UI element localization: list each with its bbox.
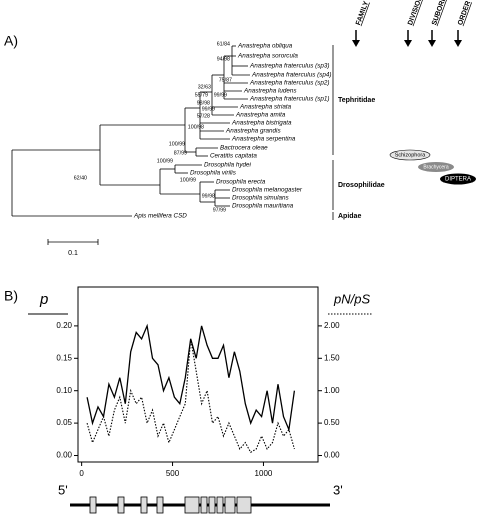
rank-header: SUBORDER <box>431 0 451 26</box>
y-tick-label: 0.10 <box>56 386 72 395</box>
taxon-label: Anastrepha fraterculus (sp2) <box>249 80 329 87</box>
taxon-label: Anastrepha fraterculus (sp3) <box>249 63 329 70</box>
taxon-label: Anastrepha bistrigata <box>231 120 292 127</box>
bootstrap-label: 98/98 <box>197 100 210 106</box>
bootstrap-label: 61/84 <box>217 41 230 47</box>
taxon-label: Drosophila mauritiana <box>232 203 294 210</box>
rank-oval <box>389 149 431 161</box>
taxon-label: Drosophila erecta <box>216 179 266 186</box>
rank-oval <box>418 162 454 172</box>
bootstrap-label: 100/98 <box>188 124 204 130</box>
bootstrap-label: 100/99 <box>169 141 185 147</box>
x-tick-label: 0 <box>79 469 84 478</box>
gene-model: 5' 3' <box>58 482 343 514</box>
y2-tick-label: 0.00 <box>324 451 340 460</box>
taxon-label: Anastrepha striata <box>239 104 292 111</box>
taxon-label: Anastrepha grandis <box>225 128 281 135</box>
y-tick-label: 0.15 <box>56 353 72 362</box>
taxon-label: Anastrepha ludens <box>243 88 297 95</box>
bootstrap-label: 57/28 <box>197 113 210 119</box>
bootstrap-label: 62/40 <box>74 175 87 181</box>
y2-tick-label: 1.50 <box>324 353 340 362</box>
bootstrap-label: 94/98 <box>217 56 230 62</box>
family-label: Apidae <box>338 213 361 220</box>
taxon-label: Bactrocera oleae <box>220 145 268 152</box>
bootstrap-label: 99/99 <box>202 106 215 112</box>
rank-header: ORDER <box>457 0 472 26</box>
taxon-label: Anastrepha sororcula <box>237 53 298 60</box>
y-tick-label: 0.20 <box>56 321 72 330</box>
taxon-label: Anastrepha amita <box>235 112 286 119</box>
panel-label: B) <box>4 288 18 304</box>
y-tick-label: 0.00 <box>56 451 72 460</box>
plot-frame <box>77 286 319 463</box>
family-label: Drosophilidae <box>338 182 385 189</box>
bootstrap-label: 97/99 <box>213 207 226 213</box>
rank-label: Brachycera <box>423 164 449 170</box>
family-label: Tephritidae <box>338 97 375 104</box>
bootstrap-label: 75/87 <box>219 77 232 83</box>
bootstrap-label: 87/99 <box>174 150 187 156</box>
y2-tick-label: 2.00 <box>324 321 340 330</box>
taxon-label: Anastrepha serpentina <box>231 136 296 143</box>
bootstrap-label: 99/99 <box>214 92 227 98</box>
taxon-label: Drosophila hydei <box>204 162 252 169</box>
panel-label: A) <box>4 33 18 49</box>
taxon-label: Drosophila simulans <box>232 195 290 202</box>
rank-label: DIPTERA <box>445 177 471 183</box>
series-line <box>86 338 295 454</box>
x-tick-label: 500 <box>166 469 180 478</box>
rank-header: FAMILY <box>355 0 370 26</box>
taxon-label: Drosophila melanogaster <box>232 187 303 194</box>
scale-label: 0.1 <box>68 250 78 257</box>
bootstrap-label: 32/63 <box>198 84 211 90</box>
arrow-heads <box>352 40 462 47</box>
taxon-label: Ceratitis capitata <box>210 153 257 160</box>
y2-tick-label: 0.50 <box>324 418 340 427</box>
y-axis-title: p <box>39 291 48 308</box>
rank-header: DIVISION <box>407 0 424 26</box>
bootstrap-label: 99/98 <box>202 193 215 199</box>
y-tick-label: 0.05 <box>56 418 72 427</box>
rank-label: Schizophora <box>395 152 427 158</box>
taxon-label: Drosophila virilis <box>190 170 237 177</box>
taxon-label: Anastrepha fraterculus (sp4) <box>251 72 331 79</box>
tree <box>11 45 334 245</box>
svg-text:5': 5' <box>58 482 68 497</box>
taxon-label: Anastrepha fraterculus (sp1) <box>249 96 329 103</box>
bootstrap-label: 55/79 <box>195 92 208 98</box>
y2-tick-label: 1.00 <box>324 386 340 395</box>
rank-oval <box>440 173 476 185</box>
bootstrap-label: 100/99 <box>180 177 196 183</box>
x-tick-label: 1000 <box>255 469 273 478</box>
taxon-label: Anastrepha obliqua <box>237 43 293 50</box>
y2-axis-title: pN/pS <box>333 291 370 306</box>
bootstrap-label: 100/99 <box>157 158 173 164</box>
taxon-label: Apis mellifera CSD <box>133 213 187 220</box>
svg-text:3': 3' <box>333 482 343 497</box>
